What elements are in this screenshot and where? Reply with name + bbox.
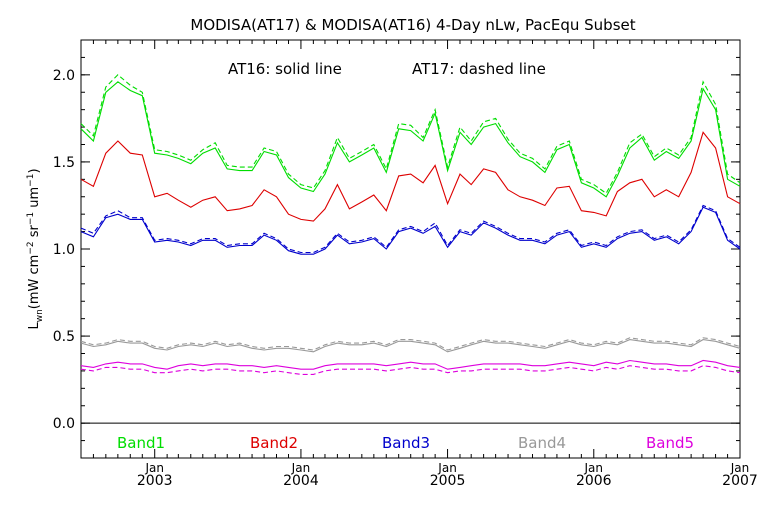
legend-item-band1: Band1 xyxy=(117,434,165,452)
y-tick-label: 0.5 xyxy=(53,329,75,345)
x-tick-month: Jan xyxy=(144,461,164,475)
legend-item-band4: Band4 xyxy=(518,434,566,452)
series-line-band5-at17-dashed xyxy=(80,365,741,375)
y-tick-label: 0.0 xyxy=(53,416,75,432)
y-tick-label: 1.5 xyxy=(53,155,75,171)
y-label-exp-b: −1 xyxy=(26,212,36,225)
annotation-solid-line: AT16: solid line xyxy=(228,60,342,78)
y-label-units-a: (mW cm xyxy=(27,255,42,310)
y-label-subscript: wn xyxy=(35,309,45,322)
y-axis-label: Lwn(mW cm−2 sr−1 um−1) xyxy=(26,168,45,329)
series-line-band3-at16-solid xyxy=(80,206,741,255)
annotation-dashed-line: AT17: dashed line xyxy=(412,60,546,78)
x-tick-year: 2003 xyxy=(137,473,173,489)
legend-item-band3: Band3 xyxy=(382,434,430,452)
x-tick-year: 2006 xyxy=(576,473,612,489)
x-tick-year: 2005 xyxy=(430,473,466,489)
y-label-units-b: sr xyxy=(27,224,42,241)
series-line-band2-at16-solid xyxy=(80,131,741,222)
series-line-band1-at16-solid xyxy=(80,81,741,198)
x-tick-month: Jan xyxy=(730,461,750,475)
y-tick-label: 2.0 xyxy=(53,68,75,84)
x-tick-year: 2007 xyxy=(722,473,758,489)
legend: Band1 Band2 Band3 Band4 Band5 xyxy=(117,434,694,452)
series-line-band3-at17-dashed xyxy=(80,204,741,254)
series-line-band1-at17-dashed xyxy=(80,74,741,195)
x-tick-month: Jan xyxy=(437,461,457,475)
y-label-units-c: um xyxy=(27,187,42,212)
legend-item-band2: Band2 xyxy=(250,434,298,452)
y-tick-label: 1.0 xyxy=(53,242,75,258)
chart-title: MODISA(AT17) & MODISA(AT16) 4-Day nLw, P… xyxy=(190,16,635,34)
y-label-main: L xyxy=(27,322,42,330)
legend-item-band5: Band5 xyxy=(646,434,694,452)
y-label-exp-c: −1 xyxy=(26,174,36,187)
series-line-band4-at17-dashed xyxy=(80,337,741,351)
y-axis: 0.0 0.5 1.0 1.5 2.0 xyxy=(53,39,740,459)
x-tick-month: Jan xyxy=(291,461,311,475)
y-label-exp-a: −2 xyxy=(26,241,36,254)
series-group xyxy=(80,74,741,375)
series-line-band5-at16-solid xyxy=(80,359,741,370)
x-tick-month: Jan xyxy=(584,461,604,475)
x-tick-year: 2004 xyxy=(283,473,319,489)
y-label-units-d: ) xyxy=(27,168,42,173)
series-line-band4-at16-solid xyxy=(80,339,741,353)
